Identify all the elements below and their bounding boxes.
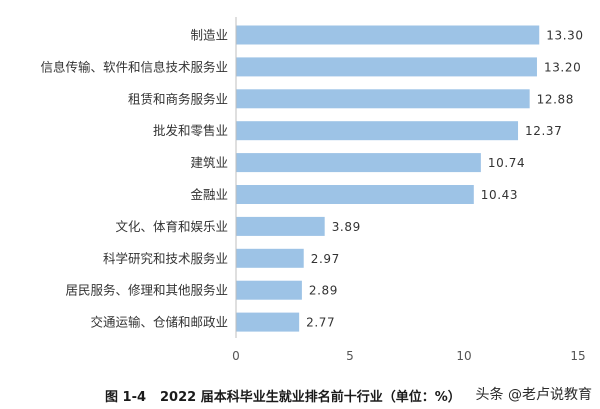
watermark: 头条 @老卢说教育 xyxy=(475,387,592,403)
data-label: 12.88 xyxy=(537,92,574,106)
bar xyxy=(236,248,304,268)
bar xyxy=(236,280,302,300)
x-tick-label: 10 xyxy=(456,349,471,363)
bars-layer: 制造业 13.30 信息传输、软件和信息技术服务业 13.20 租赁和商务服务业 12.8… xyxy=(40,17,586,363)
x-tick-label: 15 xyxy=(570,349,585,363)
category-label: 建筑业 xyxy=(190,155,228,170)
bar-chart: 制造业 13.30 信息传输、软件和信息技术服务业 13.20 租赁和商务服务业 12.8… xyxy=(40,17,586,363)
figure-caption: 图 1-4 2022 届本科毕业生就业排名前十行业（单位：%） xyxy=(105,386,461,405)
category-label: 租赁和商务服务业 xyxy=(128,91,228,106)
bar xyxy=(236,185,474,204)
data-label: 12.37 xyxy=(525,124,562,138)
x-tick-label: 5 xyxy=(346,349,354,363)
data-label: 3.89 xyxy=(332,220,361,234)
data-label: 13.30 xyxy=(546,29,583,43)
bar xyxy=(236,89,530,109)
data-label: 10.43 xyxy=(481,188,518,202)
category-label: 制造业 xyxy=(190,28,228,43)
bar xyxy=(236,153,481,173)
bar xyxy=(236,57,537,77)
data-label: 13.20 xyxy=(544,60,581,74)
data-label: 2.89 xyxy=(309,284,338,298)
caption-row: 图 1-4 2022 届本科毕业生就业排名前十行业（单位：%） 头条 @老卢说教育 xyxy=(0,380,600,409)
bar xyxy=(236,25,540,45)
category-label: 居民服务、修理和其他服务业 xyxy=(65,283,228,298)
category-label: 信息传输、软件和信息技术服务业 xyxy=(40,59,228,74)
category-label: 交通运输、仓储和邮政业 xyxy=(90,315,228,330)
x-tick-label: 0 xyxy=(232,349,240,363)
category-label: 文化、体育和娱乐业 xyxy=(115,219,228,234)
category-label: 金融业 xyxy=(190,187,228,202)
data-label: 2.97 xyxy=(311,252,340,266)
category-label: 科学研究和技术服务业 xyxy=(103,251,228,266)
bar xyxy=(236,216,325,236)
figure-number: 图 1-4 xyxy=(105,390,147,405)
category-label: 批发和零售业 xyxy=(153,123,228,138)
bar xyxy=(236,312,300,332)
figure-title: 2022 届本科毕业生就业排名前十行业（单位：%） xyxy=(160,390,461,405)
data-label: 10.74 xyxy=(488,156,525,170)
data-label: 2.77 xyxy=(306,316,335,330)
bar xyxy=(236,121,519,141)
